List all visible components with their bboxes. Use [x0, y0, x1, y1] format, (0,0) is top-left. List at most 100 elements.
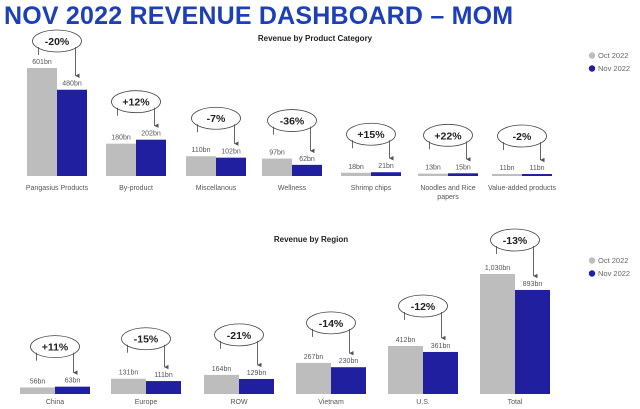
data-label-nov-2: 129bn	[247, 370, 267, 377]
change-badge-text-6: -2%	[513, 131, 532, 143]
bar-oct-2	[186, 156, 216, 176]
product-category-chart: Revenue by Product Category Oct 2022 Nov 2…	[26, 29, 630, 201]
bar-nov-3	[331, 367, 366, 394]
bar-nov-1	[146, 381, 181, 394]
legend-marker-1	[588, 65, 596, 72]
category-label-2-0: ROW	[230, 399, 248, 406]
bar-oct-4	[341, 172, 371, 176]
change-badge-text-1: +12%	[122, 97, 150, 109]
change-badge-3	[306, 311, 356, 335]
bar-nov-5	[515, 289, 550, 394]
data-label-oct-4: 412bn	[396, 337, 416, 344]
change-badge-1	[121, 327, 171, 351]
category-label-5-0: Total	[508, 399, 523, 406]
change-badge-text-5: -13%	[503, 235, 528, 247]
bar-oct-1	[106, 143, 136, 176]
legend-label-0: Oct 2022	[598, 256, 628, 265]
bar-nov-4	[423, 351, 458, 394]
data-label-nov-1: 202bn	[141, 131, 161, 138]
category-label-2-0: Miscellanous	[196, 185, 237, 192]
bar-nov-3	[292, 164, 322, 176]
data-label-oct-0: 601bn	[32, 59, 52, 66]
category-label-1-0: Europe	[135, 399, 158, 406]
category-label-0-0: Pangasius Products	[26, 185, 89, 192]
change-badge-4	[346, 122, 396, 146]
change-badge-2	[214, 323, 264, 347]
change-badge-0	[32, 29, 82, 53]
change-badge-5	[490, 228, 540, 252]
change-badge-text-3: -14%	[319, 318, 344, 330]
change-badge-text-0: -20%	[45, 36, 70, 48]
bar-nov-5	[448, 173, 478, 176]
change-badge-6	[497, 124, 547, 148]
data-label-nov-5: 15bn	[455, 164, 471, 171]
data-label-oct-1: 180bn	[111, 135, 131, 142]
change-badge-5	[423, 123, 473, 147]
data-label-nov-3: 230bn	[339, 358, 359, 365]
bar-oct-0	[20, 387, 55, 394]
bar-oct-5	[418, 173, 448, 176]
category-label-5-1: papers	[437, 194, 459, 201]
data-label-oct-6: 11bn	[499, 165, 514, 172]
bar-oct-4	[388, 346, 423, 394]
region-chart: Revenue by Region Oct 2022 Nov 2022 56bn 63b…	[20, 228, 630, 406]
category-label-4-0: Shrimp chips	[351, 185, 392, 192]
data-label-oct-5: 1,030bn	[485, 265, 510, 272]
change-badge-text-3: -36%	[280, 116, 305, 128]
data-label-nov-1: 111bn	[154, 372, 173, 379]
legend-marker-0	[588, 257, 596, 264]
bar-nov-2	[239, 378, 274, 394]
category-label-1-0: By-product	[119, 185, 153, 192]
bar-oct-3	[296, 362, 331, 394]
data-label-nov-6: 11bn	[529, 165, 544, 172]
data-label-oct-2: 110bn	[192, 147, 211, 154]
bar-oct-6	[492, 174, 522, 176]
change-badge-text-4: -12%	[411, 301, 436, 313]
bar-nov-0	[57, 89, 87, 176]
category-label-3-0: Vietnam	[318, 399, 344, 406]
change-badge-0	[30, 335, 80, 359]
change-badge-4	[398, 294, 448, 318]
data-label-oct-3: 267bn	[304, 354, 324, 361]
legend-marker-1	[588, 270, 596, 277]
bar-nov-0	[55, 386, 90, 394]
change-badge-text-0: +11%	[42, 342, 69, 354]
change-badge-text-1: -15%	[134, 334, 159, 346]
data-label-nov-4: 361bn	[431, 343, 451, 350]
change-badge-text-2: -21%	[227, 330, 252, 342]
data-label-nov-2: 102bn	[221, 149, 241, 156]
legend-label-1: Nov 2022	[598, 64, 630, 73]
bar-nov-4	[371, 172, 401, 176]
data-label-oct-0: 56bn	[30, 378, 46, 385]
change-badge-3	[267, 109, 317, 132]
category-label-3-0: Wellness	[278, 185, 307, 192]
bar-oct-2	[204, 374, 239, 394]
change-badge-text-5: +22%	[434, 130, 462, 142]
category-label-6-0: Value-added products	[488, 185, 556, 192]
legend-label-0: Oct 2022	[598, 51, 628, 60]
category-label-0-0: China	[46, 399, 64, 406]
data-label-nov-0: 480bn	[62, 81, 82, 88]
data-label-nov-0: 63bn	[65, 378, 81, 385]
change-badge-text-4: +15%	[357, 129, 385, 141]
legend-label-1: Nov 2022	[598, 269, 630, 278]
legend-marker-0	[588, 52, 596, 59]
data-label-oct-1: 131bn	[119, 370, 139, 377]
data-label-oct-2: 164bn	[212, 366, 232, 373]
data-label-nov-5: 893bn	[523, 281, 543, 288]
chart-title: Revenue by Product Category	[258, 34, 373, 43]
bar-oct-1	[111, 378, 146, 394]
category-label-5-0: Noodles and Rice	[420, 185, 475, 192]
bar-oct-5	[480, 274, 515, 394]
data-label-nov-3: 62bn	[299, 156, 315, 163]
change-badge-1	[111, 90, 161, 114]
change-badge-2	[191, 106, 241, 130]
data-label-oct-3: 97bn	[269, 150, 285, 157]
data-label-oct-5: 13bn	[425, 165, 441, 172]
chart-title: Revenue by Region	[274, 235, 348, 244]
page-title: NOV 2022 REVENUE DASHBOARD – MOM	[4, 2, 514, 30]
data-label-nov-4: 21bn	[378, 163, 394, 170]
category-label-4-0: U.S.	[416, 399, 430, 406]
bar-nov-6	[522, 174, 552, 176]
bar-nov-1	[136, 139, 166, 176]
